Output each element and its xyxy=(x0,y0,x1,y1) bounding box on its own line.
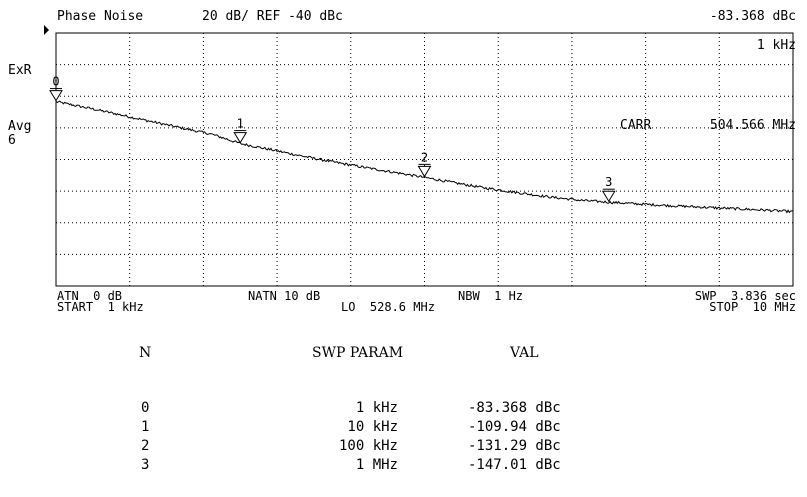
avg-label: Avg xyxy=(8,120,31,134)
marker-0-triangle xyxy=(50,91,62,101)
row-param: 1 MHz xyxy=(356,457,398,473)
row-param: 100 kHz xyxy=(339,438,398,454)
row-value: -109.94 dBc xyxy=(468,419,561,435)
table-header-val: VAL xyxy=(510,345,539,361)
carrier-label: CARR xyxy=(620,119,651,133)
table-header-param: SWP PARAM xyxy=(312,345,403,361)
mode-label: Phase Noise xyxy=(57,10,143,24)
marker-group: 0 1 2 3 xyxy=(50,75,615,202)
carrier-frequency: 504.566 MHz xyxy=(710,119,796,133)
row-index: 1 xyxy=(141,419,149,435)
marker-2-label: 2 xyxy=(421,150,428,164)
stop-frequency: STOP 10 MHz xyxy=(709,301,796,314)
marker-2-triangle xyxy=(419,166,431,176)
row-param: 1 kHz xyxy=(356,400,398,416)
exr-label: ExR xyxy=(8,64,31,78)
row-index: 3 xyxy=(141,457,149,473)
reference-pointer-icon xyxy=(44,25,49,35)
row-param: 10 kHz xyxy=(347,419,398,435)
row-index: 2 xyxy=(141,438,149,454)
marker-value-readout: -83.368 dBc xyxy=(710,10,796,24)
row-value: -131.29 dBc xyxy=(468,438,561,454)
marker-0-label: 0 xyxy=(52,75,59,89)
lo-frequency: LO 528.6 MHz xyxy=(341,301,435,314)
natn-label: NATN 10 dB xyxy=(248,290,320,303)
noise-bandwidth: NBW 1 Hz xyxy=(458,290,523,303)
marker-3-triangle xyxy=(603,191,615,201)
marker-1-label: 1 xyxy=(237,117,244,131)
avg-count: 6 xyxy=(8,134,16,148)
table-header-n: N xyxy=(139,345,151,361)
scale-label: 20 dB/ REF -40 dBc xyxy=(202,10,343,24)
row-index: 0 xyxy=(141,400,149,416)
marker-3-label: 3 xyxy=(605,175,612,189)
row-value: -147.01 dBc xyxy=(468,457,561,473)
marker-frequency-readout: 1 kHz xyxy=(757,39,796,53)
start-frequency: START 1 kHz xyxy=(57,301,144,314)
row-value: -83.368 dBc xyxy=(468,400,561,416)
